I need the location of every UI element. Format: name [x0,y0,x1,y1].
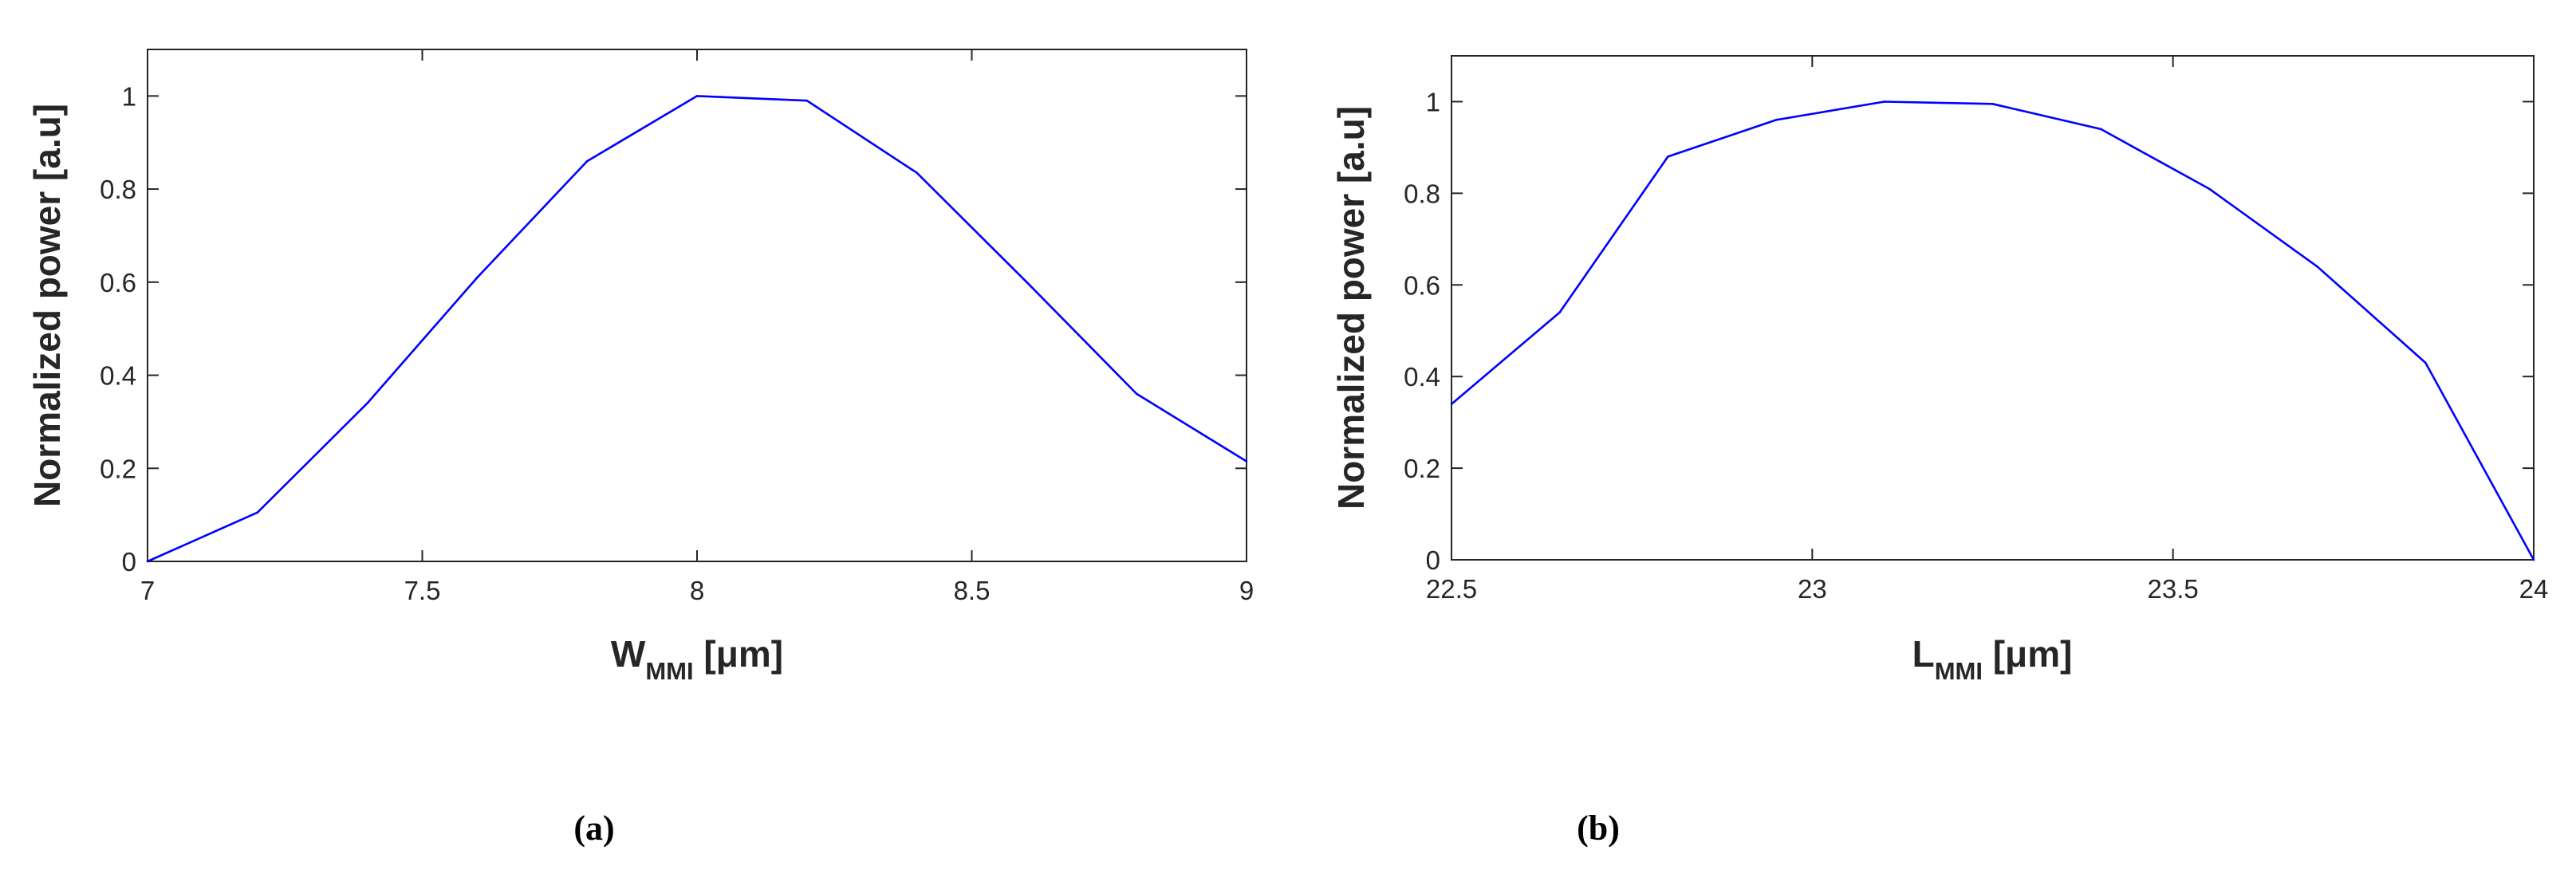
data-point-a-6 [805,99,809,102]
data-point-a-5 [695,95,699,97]
x-tick-label-b-2: 23.5 [2148,574,2199,604]
x-ticks-b: 22.5 23 23.5 24 [1426,56,2548,604]
y-tick-label-a-1: 0.2 [100,454,136,483]
data-points-b [1450,100,2535,561]
y-tick-label-b-5: 1 [1426,87,1440,116]
y-tick-label-a-3: 0.6 [100,268,136,297]
x-axis-label-main-b: L [1912,633,1935,675]
x-axis-label-sub-b: MMI [1935,657,1983,685]
plot-area-a [147,49,1247,562]
y-ticks-b: 0 0.2 0.4 0.6 0.8 1 [1404,87,2534,575]
y-tick-label-b-4: 0.8 [1404,179,1440,208]
x-ticks-a: 7 7.5 8 8.5 9 [140,49,1254,605]
data-point-b-5 [1991,103,1994,105]
plot-area-b [1451,55,2535,561]
x-tick-label-b-3: 24 [2519,574,2549,604]
data-point-b-9 [2424,361,2427,364]
data-point-a-2 [366,402,368,404]
x-axis-label-main-a: W [611,633,646,675]
data-point-b-3 [1774,119,1778,121]
x-axis-label-unit-a: [μm] [694,633,783,675]
x-tick-label-b-0: 22.5 [1426,574,1477,604]
y-tick-label-a-5: 1 [122,81,136,111]
x-tick-label-a-4: 9 [1239,576,1254,605]
y-ticks-a: 0 0.2 0.4 0.6 0.8 1 [100,81,1247,577]
data-point-b-7 [2208,187,2211,190]
data-point-a-7 [916,171,918,174]
y-tick-label-b-0: 0 [1426,545,1440,575]
data-point-a-8 [1026,281,1028,284]
data-points-a [146,95,1248,563]
data-point-a-0 [146,560,149,563]
y-axis-label-a: Normalized power [a.u] [26,104,68,507]
x-tick-label-a-0: 7 [140,576,155,605]
data-point-b-4 [1883,100,1886,103]
x-tick-label-a-3: 8.5 [954,576,991,605]
data-point-a-3 [476,276,479,279]
data-point-b-2 [1667,155,1669,158]
y-tick-label-a-2: 0.4 [100,361,136,391]
chart-panel-a: 7 7.5 8 8.5 9 0 0.2 0.4 0.6 0.8 1 Normalized powe… [26,49,1254,848]
y-tick-label-b-2: 0.4 [1404,362,1440,392]
x-tick-label-a-1: 7.5 [404,576,441,605]
data-point-b-6 [2099,128,2102,131]
data-point-a-4 [585,159,589,163]
data-point-a-9 [1135,392,1138,396]
x-axis-label-b: LMMI [μm] [1912,633,2073,685]
data-point-b-0 [1450,403,1453,405]
data-point-a-10 [1245,460,1248,463]
x-tick-label-a-2: 8 [690,576,704,605]
x-axis-label-a: WMMI [μm] [611,633,783,685]
data-point-a-1 [256,511,259,514]
data-point-b-1 [1558,311,1561,314]
chart-panel-b: 22.5 23 23.5 24 0 0.2 0.4 0.6 0.8 1 Normalized p… [1330,55,2548,848]
y-axis-label-b: Normalized power [a.u] [1330,106,1372,510]
caption-b: (b) [1577,809,1620,848]
data-point-b-10 [2532,558,2535,561]
y-tick-label-b-3: 0.6 [1404,270,1440,300]
y-tick-label-a-0: 0 [122,547,136,577]
y-tick-label-a-4: 0.8 [100,175,136,204]
caption-a: (a) [573,809,614,848]
data-point-b-8 [2316,265,2318,268]
x-axis-label-unit-b: [μm] [1983,633,2072,675]
x-axis-label-sub-a: MMI [645,657,693,685]
y-tick-label-b-1: 0.2 [1404,454,1440,483]
x-tick-label-b-1: 23 [1798,574,1827,604]
